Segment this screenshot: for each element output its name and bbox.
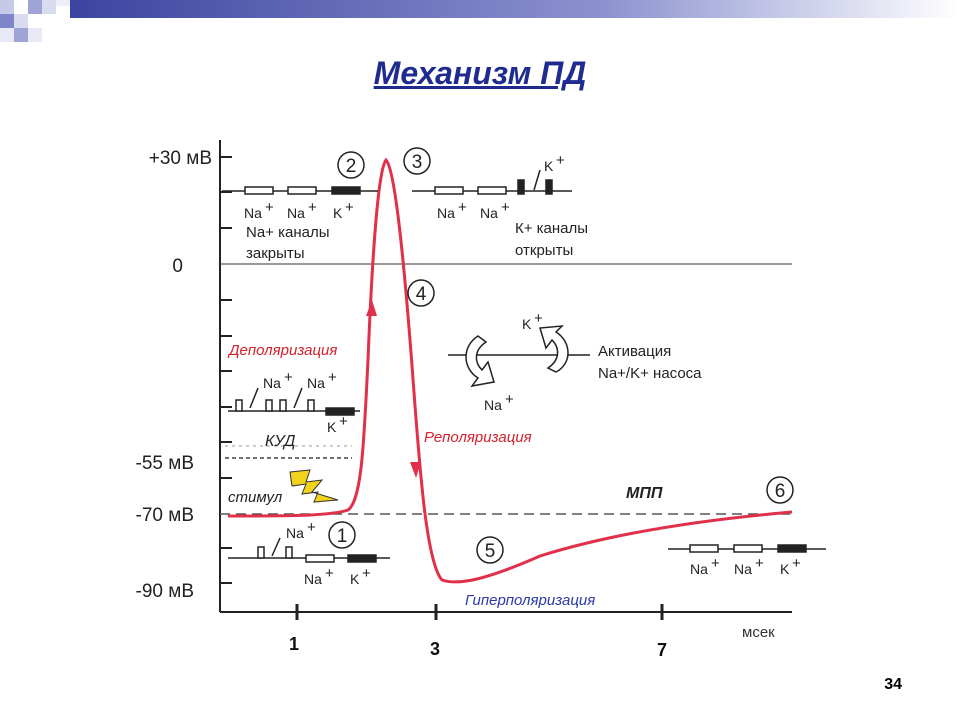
phase-2: 2: [346, 156, 357, 177]
ion-na-3: Na: [437, 205, 455, 221]
ion-k-5: K: [780, 561, 790, 577]
hyperpolarization-label: Гиперполяризация: [465, 592, 595, 609]
ion-labels: Na + Na + K + Na + Na + K + Na + Na + K + K + Na + …: [244, 152, 801, 587]
phase-1: 1: [337, 526, 348, 547]
ion-na-pump: Na: [484, 397, 502, 413]
mpp-label: МПП: [626, 485, 663, 502]
phase-5: 5: [485, 541, 496, 562]
stimulus-label: стимул: [228, 489, 283, 506]
phase-markers: [328, 147, 794, 564]
x-unit-label: мсек: [742, 624, 775, 641]
lightning-icon: [289, 469, 339, 503]
ion-na-9: Na: [690, 561, 708, 577]
ion-k-pump: K: [522, 316, 532, 332]
x-label-1: 1: [289, 634, 299, 654]
x-label-7: 7: [657, 640, 667, 660]
y-label-plus30: +30 мВ: [149, 148, 212, 169]
k-channels-open-2: открыты: [515, 242, 573, 259]
svg-text:+: +: [265, 199, 274, 216]
svg-text:+: +: [534, 310, 543, 327]
na-channels-closed-2: закрыты: [246, 245, 305, 262]
svg-text:+: +: [792, 555, 801, 572]
y-label-minus70: -70 мВ: [136, 505, 194, 526]
ion-na-5: Na: [263, 375, 281, 391]
depolarization-arrow: [366, 300, 377, 316]
phase-3: 3: [412, 152, 423, 173]
ion-k-3: K: [327, 419, 337, 435]
y-ticks: [220, 156, 232, 584]
x-ticks: [295, 604, 664, 620]
ion-k-2: K: [544, 158, 554, 174]
depolarization-label: Деполяризация: [227, 342, 337, 359]
svg-text:+: +: [284, 369, 293, 386]
ion-na-7: Na: [286, 525, 304, 541]
repolarization-label: Реполяризация: [424, 429, 532, 446]
svg-text:+: +: [345, 199, 354, 216]
pump-schematic: [448, 325, 590, 388]
svg-text:+: +: [505, 391, 514, 408]
pump-activation-2: Na+/K+ насоса: [598, 365, 702, 382]
y-label-zero: 0: [172, 256, 183, 277]
corner-decoration: [0, 0, 90, 42]
svg-text:+: +: [501, 199, 510, 216]
pump-activation-1: Активация: [598, 343, 671, 360]
svg-text:+: +: [328, 369, 337, 386]
svg-text:+: +: [458, 199, 467, 216]
slide-title: Механизм ПД: [373, 55, 587, 91]
phase-6: 6: [775, 481, 786, 502]
ion-na-1: Na: [244, 205, 262, 221]
svg-text:+: +: [362, 565, 371, 582]
svg-text:+: +: [711, 555, 720, 572]
ion-na-10: Na: [734, 561, 752, 577]
repolarization-arrow: [410, 462, 421, 478]
membrane-state-6: [668, 544, 826, 553]
title-bar: [70, 0, 960, 18]
k-channels-open-1: К+ каналы: [515, 220, 588, 237]
svg-text:+: +: [339, 413, 348, 430]
y-label-minus90: -90 мВ: [136, 581, 194, 602]
membrane-state-2: [222, 186, 378, 195]
ion-na-4: Na: [480, 205, 498, 221]
svg-text:+: +: [307, 519, 316, 536]
action-potential-curve: [227, 157, 793, 584]
svg-text:+: +: [308, 199, 317, 216]
membrane-state-1: [228, 537, 390, 563]
ion-k-1: K: [333, 205, 343, 221]
kud-label: КУД: [265, 433, 295, 450]
ion-na-6: Na: [307, 375, 325, 391]
y-label-minus55: -55 мВ: [136, 453, 194, 474]
page-number: 34: [884, 676, 902, 693]
phase-4: 4: [416, 284, 427, 305]
x-label-3: 3: [430, 639, 440, 659]
ion-k-4: K: [350, 571, 360, 587]
ion-na-8: Na: [304, 571, 322, 587]
svg-text:+: +: [755, 555, 764, 572]
membrane-state-3: [412, 169, 572, 195]
membrane-state-depol: [228, 387, 360, 416]
svg-text:+: +: [325, 565, 334, 582]
na-channels-closed-1: Na+ каналы: [246, 224, 330, 241]
ion-na-2: Na: [287, 205, 305, 221]
svg-text:+: +: [556, 152, 565, 169]
